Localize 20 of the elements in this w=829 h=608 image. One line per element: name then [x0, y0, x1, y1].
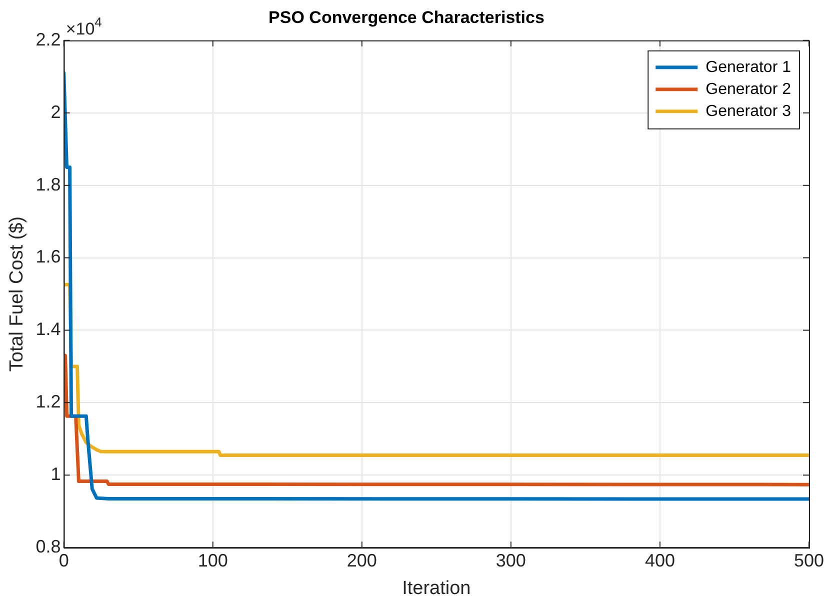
x-axis-title: Iteration — [402, 578, 471, 599]
y-tick-label: 1.6 — [36, 246, 61, 267]
legend-label: Generator 1 — [706, 58, 792, 76]
y-tick-label: 0.8 — [36, 536, 61, 557]
y-axis-title: Total Fuel Cost ($) — [6, 216, 28, 372]
x-tick-label: 400 — [644, 550, 675, 570]
x-tick-label: 100 — [198, 550, 228, 570]
x-tick-label: 300 — [496, 550, 526, 570]
y-tick-label: 1 — [50, 464, 61, 484]
chart-title: PSO Convergence Characteristics — [268, 8, 544, 27]
y-tick-label: 1.2 — [36, 392, 61, 412]
legend-label: Generator 2 — [706, 80, 792, 98]
x-tick-label: 200 — [346, 550, 377, 570]
x-tick-label: 0 — [58, 550, 69, 570]
x-tick-label: 500 — [794, 550, 824, 570]
legend-label: Generator 3 — [706, 102, 792, 120]
y-tick-label: 1.8 — [36, 174, 61, 194]
y-tick-label: 2 — [50, 102, 61, 122]
y-tick-label: 2.2 — [36, 29, 61, 50]
y-tick-label: 1.4 — [36, 319, 61, 340]
